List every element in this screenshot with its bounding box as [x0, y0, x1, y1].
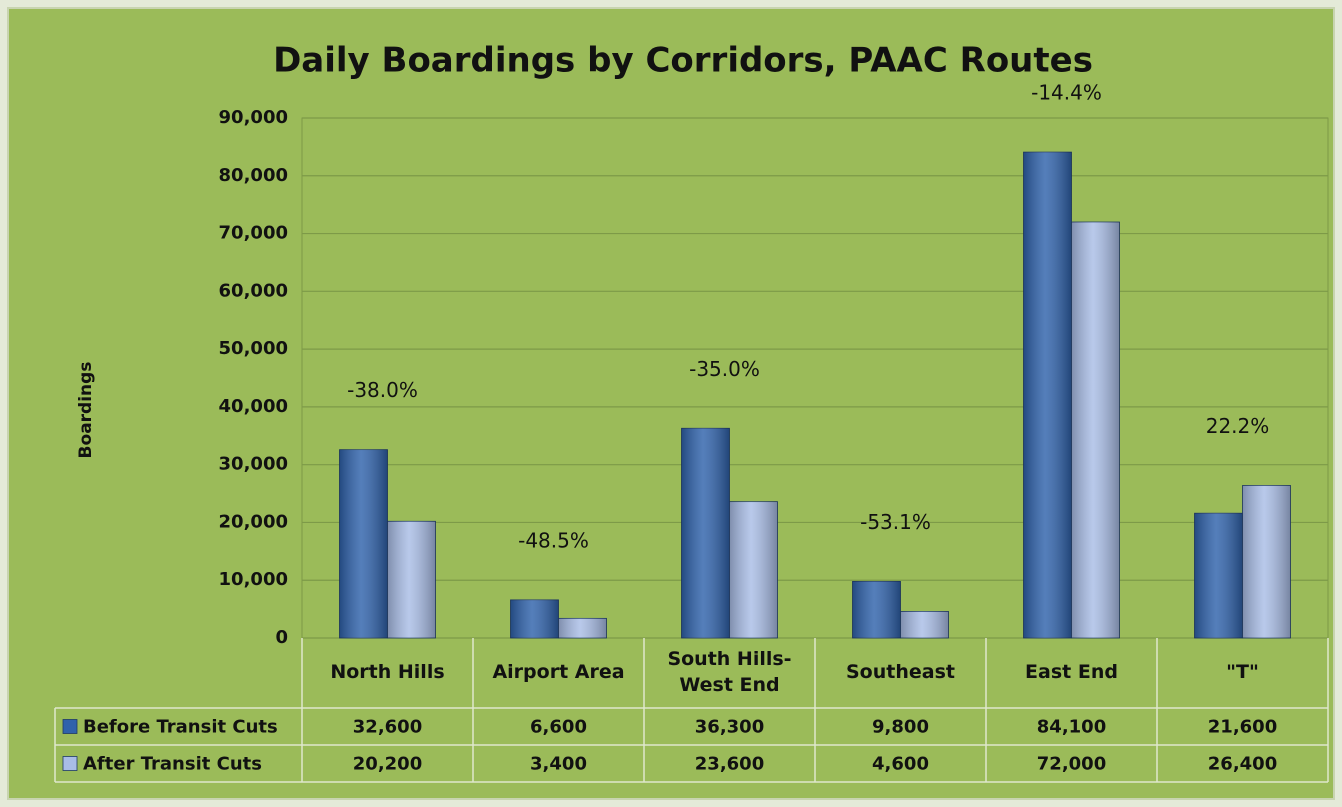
category-cell: Airport Area — [492, 661, 625, 684]
bar — [1194, 512, 1243, 639]
table-value: 32,600 — [353, 717, 422, 738]
table-value: 4,600 — [872, 754, 929, 775]
annotation: 22.2% — [1206, 414, 1270, 438]
table-value: 26,400 — [1208, 754, 1277, 775]
bar — [510, 599, 559, 639]
table-value: 21,600 — [1208, 717, 1277, 738]
legend-label: After Transit Cuts — [83, 754, 262, 775]
bar — [900, 611, 949, 639]
y-tick-label: 10,000 — [219, 569, 288, 590]
annotation: -48.5% — [518, 528, 589, 552]
bar — [1071, 221, 1120, 639]
x-tick-label: East End — [1025, 661, 1118, 684]
table-value: 84,100 — [1037, 717, 1106, 738]
bar — [681, 427, 730, 639]
chart-title: Daily Boardings by Corridors, PAAC Route… — [273, 41, 1093, 81]
y-tick-label: 60,000 — [219, 280, 288, 301]
legend-swatch — [62, 719, 78, 734]
bar — [1023, 151, 1072, 639]
category-cell: East End — [1025, 661, 1118, 684]
bar — [387, 520, 436, 639]
category-cell: South Hills-West End — [667, 648, 792, 696]
bar — [729, 501, 778, 639]
category-cell: "T" — [1226, 661, 1259, 684]
bar — [852, 580, 901, 639]
x-tick-label: Southeast — [846, 661, 955, 684]
y-tick-label: 20,000 — [219, 511, 288, 532]
annotation: -38.0% — [347, 378, 418, 402]
annotation: -53.1% — [860, 510, 931, 534]
legend-label: Before Transit Cuts — [83, 717, 278, 738]
category-cell: North Hills — [330, 661, 445, 684]
category-cell: Southeast — [846, 661, 955, 684]
table-value: 72,000 — [1037, 754, 1106, 775]
y-tick-label: 90,000 — [219, 107, 288, 128]
x-tick-label: "T" — [1226, 661, 1259, 684]
bar — [558, 617, 607, 639]
table-value: 36,300 — [695, 717, 764, 738]
x-tick-label: Airport Area — [492, 661, 625, 684]
y-axis-label: Boardings — [76, 362, 96, 459]
y-tick-label: 70,000 — [219, 223, 288, 244]
annotation: -14.4% — [1031, 81, 1102, 105]
y-tick-label: 50,000 — [219, 338, 288, 359]
table-value: 20,200 — [353, 754, 422, 775]
y-tick-label: 40,000 — [219, 396, 288, 417]
bar — [1242, 485, 1291, 639]
table-value: 6,600 — [530, 717, 587, 738]
table-value: 3,400 — [530, 754, 587, 775]
y-tick-label: 0 — [275, 627, 288, 648]
x-tick-label: South Hills-West End — [667, 648, 792, 696]
annotation: -35.0% — [689, 357, 760, 381]
y-tick-label: 30,000 — [219, 454, 288, 475]
x-tick-label: North Hills — [330, 661, 445, 684]
bar — [339, 449, 388, 639]
y-tick-label: 80,000 — [219, 165, 288, 186]
legend-swatch — [62, 756, 78, 771]
table-value: 9,800 — [872, 717, 929, 738]
table-value: 23,600 — [695, 754, 764, 775]
